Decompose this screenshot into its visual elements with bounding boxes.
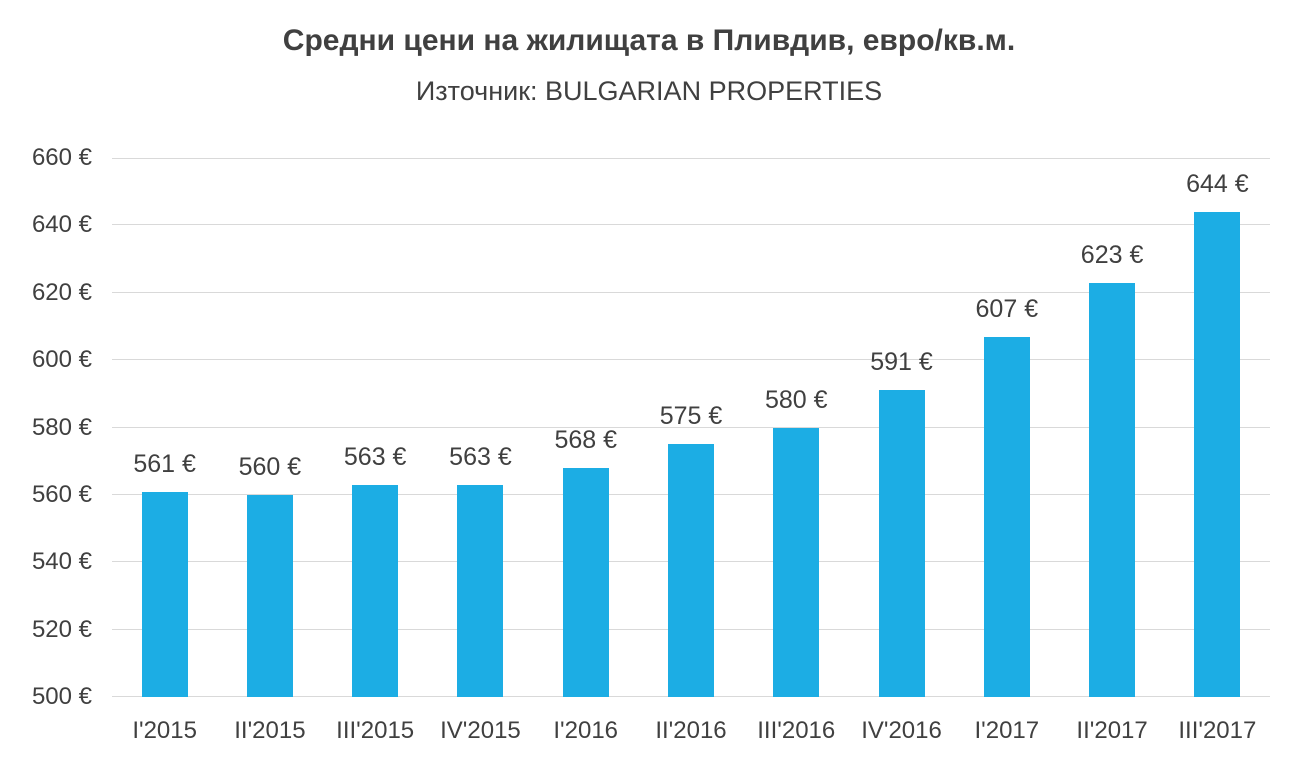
bar-value-label: 563 €	[343, 442, 407, 471]
bar-value-label: 575 €	[659, 402, 723, 431]
bar-value-label: 644 €	[1186, 169, 1249, 198]
x-axis-category-label: I'2017	[974, 717, 1040, 744]
chart-subtitle: Източник: BULGARIAN PROPERTIES	[415, 76, 883, 106]
y-axis-tick-label: 620 €	[31, 278, 92, 306]
y-axis-tick-label: 640 €	[31, 211, 92, 239]
bar	[983, 336, 1030, 697]
x-axis-category-label: I'2015	[132, 717, 197, 744]
y-axis-tick-label: 540 €	[31, 548, 92, 576]
y-axis-tick-label: 600 €	[31, 346, 92, 374]
bar	[352, 484, 399, 697]
bar-value-label: 561 €	[133, 449, 196, 478]
chart-title: Средни цени на жилищата в Пливдив, евро/…	[282, 24, 1016, 57]
bar-value-label: 607 €	[975, 294, 1039, 323]
bar	[1194, 211, 1241, 697]
y-axis-tick-label: 580 €	[31, 413, 92, 441]
x-axis-category-label: II'2017	[1076, 717, 1148, 744]
x-axis-category-label: III'2016	[757, 717, 836, 744]
bar	[141, 491, 188, 697]
y-axis-tick-label: 520 €	[31, 615, 92, 643]
bar-value-label: 560 €	[238, 452, 302, 481]
y-axis-tick-label: 500 €	[31, 683, 92, 710]
bar-value-label: 580 €	[764, 385, 828, 414]
x-axis-category-label: IV'2015	[440, 717, 521, 744]
bar-value-label: 623 €	[1080, 240, 1144, 269]
x-axis-category-label: I'2016	[553, 717, 619, 744]
y-axis-tick-label: 660 €	[31, 144, 92, 171]
x-axis: I'2015 II'2015 III'2015 IV'2015 I'2016 II'201…	[112, 718, 1270, 754]
gridline	[112, 359, 1270, 361]
x-axis-category-label: II'2016	[655, 717, 727, 744]
plot-area: 561 € 560 € 563 € 563 € 568 € 575 € 580 € 591 €…	[112, 158, 1270, 697]
x-axis-category-label: III'2017	[1178, 717, 1257, 744]
gridline	[112, 158, 1270, 159]
bar	[1089, 282, 1136, 697]
x-axis-category-label: III'2015	[336, 717, 415, 744]
y-axis: 500 € 520 € 540 € 560 € 580 € 600 € 620 € 640 €…	[0, 146, 92, 709]
gridline	[112, 291, 1270, 293]
bar	[878, 390, 925, 697]
y-axis-tick-label: 560 €	[31, 480, 92, 508]
bar	[773, 427, 820, 697]
bar-value-label: 563 €	[449, 442, 512, 471]
bar	[668, 444, 714, 697]
x-axis-category-label: II'2015	[234, 717, 306, 744]
bar	[457, 484, 504, 697]
gridline	[112, 426, 1270, 428]
bar	[246, 494, 293, 697]
bar-value-label: 568 €	[554, 425, 617, 454]
bar-value-label: 591 €	[870, 348, 933, 377]
gridline	[112, 224, 1270, 226]
bar	[562, 467, 609, 697]
x-axis-category-label: IV'2016	[861, 717, 942, 744]
